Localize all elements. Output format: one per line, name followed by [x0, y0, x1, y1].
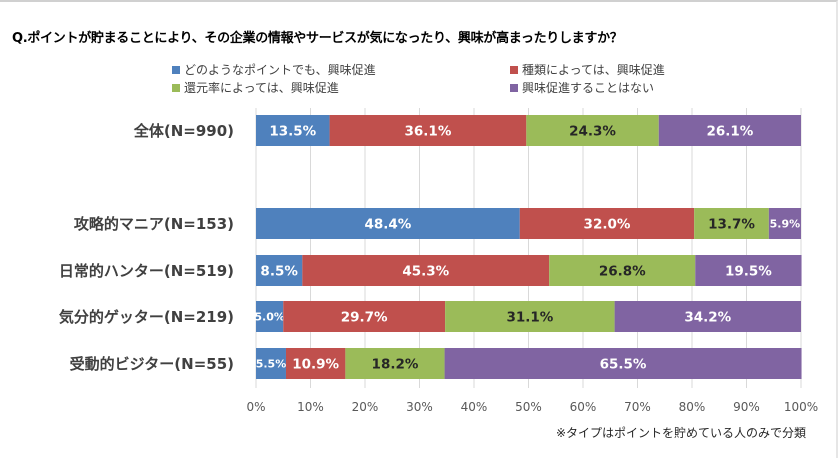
data-label: 19.5%	[725, 263, 772, 279]
bar-segment	[694, 208, 769, 239]
bar-segment	[445, 301, 615, 332]
bar-segment	[526, 115, 659, 146]
data-label: 48.4%	[364, 216, 411, 232]
legend-label: 種類によっては、興味促進	[522, 63, 665, 77]
x-tick-label: 0%	[246, 400, 266, 414]
x-tick-label: 90%	[733, 400, 760, 414]
data-label: 31.1%	[506, 309, 553, 325]
bar-segment	[256, 115, 330, 146]
category-label-visitor: 受動的ビジター(N=55)	[69, 355, 234, 373]
bar-segment	[519, 208, 695, 239]
bar-segment	[549, 255, 696, 286]
bar-segment	[444, 348, 802, 379]
x-tick-label: 60%	[569, 400, 597, 414]
data-label: 5.9%	[770, 217, 801, 230]
bar-segment	[345, 348, 445, 379]
data-label: 45.3%	[402, 263, 449, 279]
legend-swatch	[172, 83, 180, 92]
x-tick-label: 20%	[351, 400, 379, 414]
data-label: 65.5%	[600, 356, 647, 372]
bar-segment	[329, 115, 527, 146]
x-tick-label: 10%	[297, 400, 324, 414]
bar-segment	[614, 301, 801, 332]
x-tick-label: 40%	[460, 400, 488, 414]
data-label: 13.7%	[708, 216, 755, 232]
bar-segment	[768, 208, 801, 239]
data-label: 13.5%	[269, 123, 316, 139]
legend-swatch	[510, 83, 518, 92]
legend-item-by-rate: 還元率によっては、興味促進	[172, 79, 339, 96]
bar-segment	[256, 208, 520, 239]
data-label: 29.7%	[341, 309, 388, 325]
legend-label: 興味促進することはない	[522, 81, 655, 95]
category-label-hunter: 日常的ハンター(N=519)	[58, 262, 234, 280]
bar-segment	[256, 348, 286, 379]
data-label: 8.5%	[260, 263, 298, 279]
data-label: 5.0%	[254, 310, 285, 323]
data-label: 34.2%	[684, 309, 731, 325]
x-tick-label: 70%	[624, 400, 651, 414]
footnote: ※タイプはポイントを貯めている人のみで分類	[555, 426, 806, 440]
x-tick-label: 30%	[406, 400, 433, 414]
legend-swatch	[510, 65, 518, 74]
x-tick-label: 80%	[678, 400, 706, 414]
legend-label: 還元率によっては、興味促進	[184, 81, 339, 95]
bar-segment	[302, 255, 550, 286]
data-label: 24.3%	[569, 123, 616, 139]
x-tick-label: 100%	[783, 400, 819, 414]
data-label: 26.8%	[599, 263, 646, 279]
category-label-getter: 気分的ゲッター(N=219)	[58, 308, 234, 326]
data-label: 18.2%	[372, 356, 419, 372]
x-tick-label: 50%	[515, 400, 542, 414]
legend-item-no-interest: 興味促進することはない	[510, 79, 654, 96]
bar-segment	[285, 348, 346, 379]
bar-segment	[256, 301, 284, 332]
bar-segment	[283, 301, 446, 332]
data-label: 5.5%	[256, 357, 287, 370]
legend-item-any-point: どのようなポイントでも、興味促進	[172, 61, 376, 78]
category-label-overall: 全体(N=990)	[133, 122, 234, 140]
data-label: 26.1%	[706, 123, 753, 139]
legend-item-by-type: 種類によっては、興味促進	[510, 61, 665, 78]
category-label-mania: 攻略的マニア(N=153)	[73, 215, 234, 233]
bar-segment	[256, 255, 303, 286]
bar-segment	[658, 115, 801, 146]
data-label: 10.9%	[292, 356, 339, 372]
chart-title: Q.ポイントが貯まることにより、その企業の情報やサービスが気になったり、興味が高…	[12, 31, 623, 46]
data-label: 36.1%	[405, 123, 452, 139]
data-label: 32.0%	[584, 216, 631, 232]
legend-label: どのようなポイントでも、興味促進	[184, 63, 376, 77]
bar-segment	[695, 255, 802, 286]
legend-swatch	[172, 65, 180, 74]
